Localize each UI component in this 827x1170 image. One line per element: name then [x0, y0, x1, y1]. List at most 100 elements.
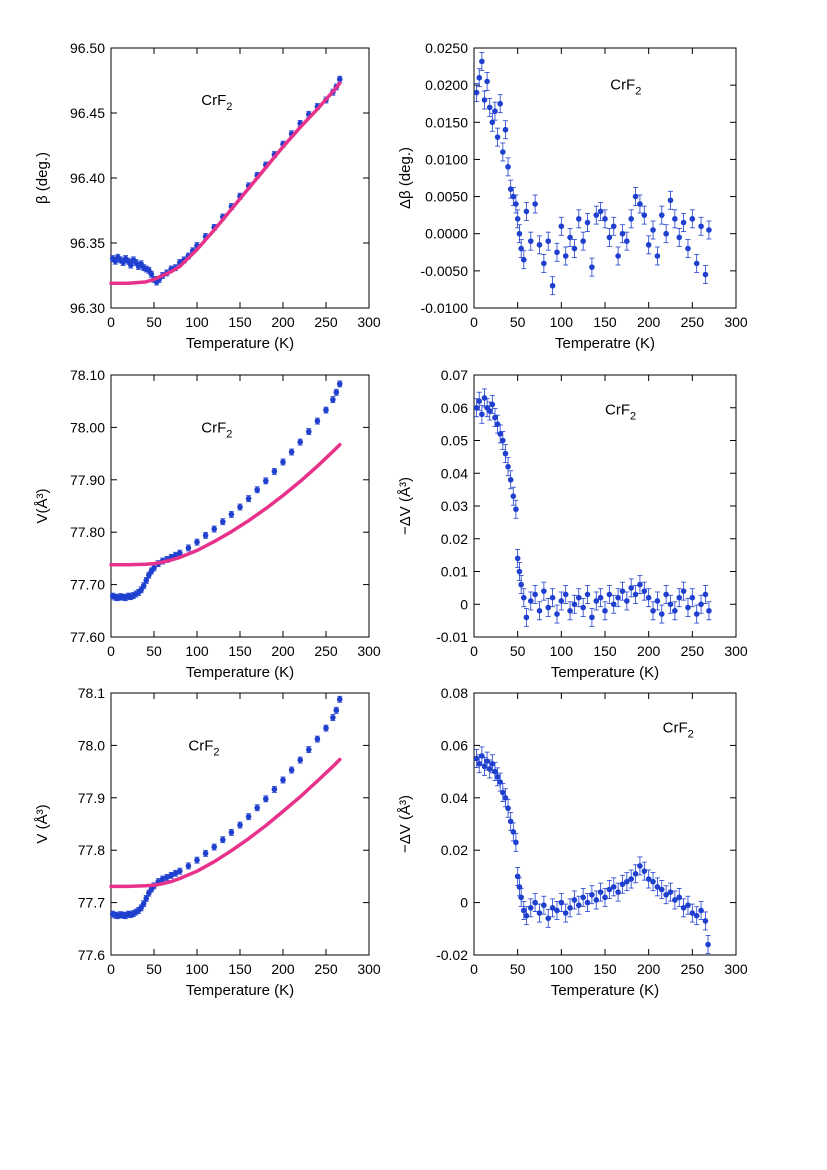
data-point [516, 224, 523, 244]
y-tick-label: 0.05 [441, 433, 468, 449]
x-tick-label: 200 [271, 961, 295, 977]
data-point [479, 404, 485, 424]
data-point [297, 438, 304, 446]
data-point [484, 72, 490, 91]
data-point [202, 531, 209, 539]
point-marker [698, 223, 704, 230]
data-point [211, 843, 217, 851]
data-point [336, 380, 343, 388]
data-point [245, 813, 252, 821]
data-point [263, 795, 269, 803]
data-point [202, 849, 209, 857]
data-point [494, 127, 501, 147]
y-tick-label: 0.02 [441, 531, 468, 547]
point-marker [323, 407, 329, 413]
point-marker [492, 108, 498, 114]
data-point [663, 224, 669, 244]
point-marker [658, 212, 665, 218]
data-point [549, 898, 556, 918]
data-point [536, 601, 543, 621]
point-marker [610, 223, 617, 230]
data-point [336, 695, 343, 703]
point-marker [619, 881, 626, 888]
point-marker [520, 256, 527, 263]
data-point [593, 890, 600, 910]
point-marker [502, 126, 509, 133]
data-point [597, 202, 604, 221]
data-point [672, 601, 678, 621]
data-point [336, 75, 343, 83]
point-marker [545, 238, 552, 244]
point-marker [541, 260, 547, 267]
data-point [484, 398, 490, 418]
y-tick-label: 0.06 [441, 737, 468, 753]
data-point [288, 448, 295, 456]
data-point [667, 594, 674, 614]
point-marker [527, 598, 534, 604]
data-point [676, 228, 683, 247]
point-marker [479, 753, 485, 759]
point-marker [549, 282, 556, 289]
y-tick-label: 0 [460, 596, 468, 612]
x-tick-label: 100 [550, 314, 574, 330]
point-marker [177, 550, 183, 556]
data-point [527, 591, 534, 611]
data-point [706, 220, 712, 240]
data-point [571, 890, 578, 910]
point-marker [676, 234, 683, 241]
chart-p6: 0 50 100 150 200 250 300-0.0200.020.040.060.08… [397, 685, 748, 999]
x-axis-label: Temperatre (K) [555, 335, 655, 352]
x-tick-label: 50 [146, 314, 162, 330]
data-point [698, 901, 704, 920]
data-point [632, 585, 639, 604]
point-marker [185, 545, 192, 551]
point-marker [689, 216, 696, 222]
point-marker [228, 829, 235, 836]
point-marker [558, 223, 565, 230]
x-axis-label: Temperature (K) [186, 982, 294, 999]
data-point [523, 906, 530, 926]
point-marker [536, 910, 543, 916]
point-marker [593, 212, 600, 218]
data-point [637, 575, 643, 594]
point-marker [624, 598, 630, 604]
data-point [698, 594, 704, 614]
point-marker [632, 591, 639, 598]
x-tick-label: 50 [510, 314, 526, 330]
data-point [330, 396, 336, 404]
data-point [606, 585, 613, 604]
data-point [288, 766, 295, 774]
x-tick-label: 300 [357, 314, 381, 330]
data-point [507, 811, 514, 831]
point-marker [484, 758, 490, 764]
y-tick-label: 0 [460, 895, 468, 911]
y-axis-label: β (deg.) [34, 152, 51, 204]
data-point [523, 607, 530, 627]
point-marker [476, 760, 483, 767]
chart-p3: 0 50 100 150 200 250 300 77.60 77.70 77.80 77.90 78… [34, 367, 381, 681]
x-tick-label: 300 [724, 961, 748, 977]
point-marker [494, 774, 501, 780]
point-marker [541, 902, 547, 909]
y-tick-label: -0.0100 [421, 300, 469, 316]
point-marker [580, 238, 586, 244]
point-marker [602, 216, 608, 222]
point-marker [641, 212, 648, 218]
data-point [280, 776, 286, 784]
point-marker [545, 915, 552, 922]
compound-annotation: CrF2 [201, 92, 232, 113]
x-tick-label: 300 [357, 643, 381, 659]
point-marker [263, 478, 269, 484]
x-tick-label: 100 [185, 961, 209, 977]
data-point [143, 577, 150, 584]
point-marker [554, 249, 560, 256]
data-point [507, 470, 514, 490]
data-point [698, 216, 704, 236]
data-point [323, 406, 329, 414]
point-marker [680, 588, 687, 594]
data-point [584, 585, 591, 604]
x-tick-label: 250 [314, 643, 338, 659]
data-point [545, 908, 552, 928]
data-point [693, 254, 700, 273]
y-tick-label: 0.04 [441, 465, 468, 481]
